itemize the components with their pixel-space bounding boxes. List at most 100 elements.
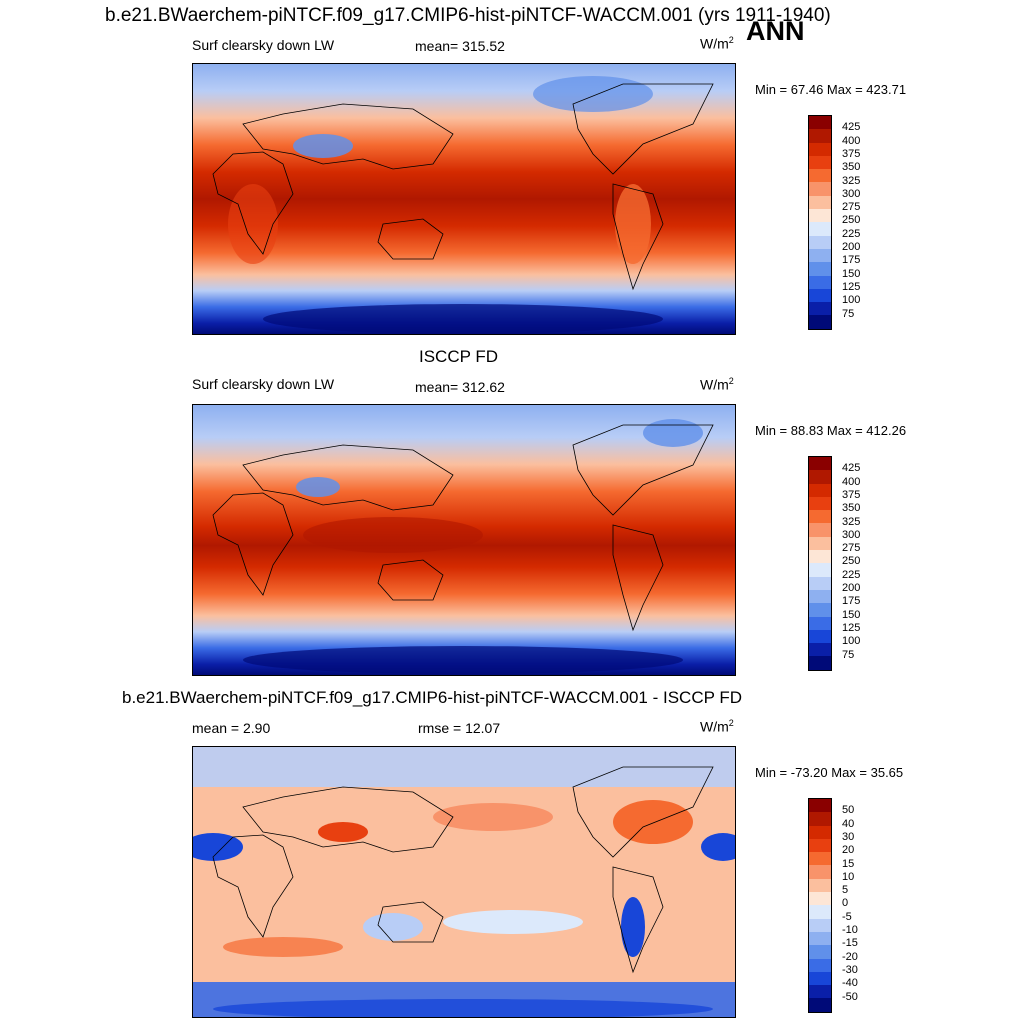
colorbar-tick-label: 10 xyxy=(842,870,855,883)
colorbar-tick-label: 100 xyxy=(842,635,861,648)
colorbar-segment xyxy=(809,496,831,511)
colorbar-tick-label: 250 xyxy=(842,555,861,568)
colorbar-tick-label: 75 xyxy=(842,307,855,320)
colorbar-tick-label: 175 xyxy=(842,595,861,608)
colorbar-tick-label: 200 xyxy=(842,241,861,253)
colorbar-tick-label: 275 xyxy=(842,542,861,555)
colorbar-segment xyxy=(809,998,831,1012)
panel-1-units-base: W/m xyxy=(700,35,729,52)
colorbar-tick-label: 250 xyxy=(842,214,861,227)
colorbar-segment xyxy=(809,222,831,236)
colorbar-segment xyxy=(809,235,831,249)
colorbar-segment xyxy=(809,656,831,670)
colorbar-tick-label: 125 xyxy=(842,621,861,634)
colorbar-tick-label: -5 xyxy=(842,910,852,923)
panel-3-mean-label: mean = 2.90 xyxy=(192,720,271,736)
colorbar-tick-label: -20 xyxy=(842,950,858,963)
colorbar-tick-label: 50 xyxy=(842,804,855,817)
colorbar-tick-label: 5 xyxy=(842,884,849,897)
colorbar-tick-label: 200 xyxy=(842,582,861,594)
panel-1-minmax: Min = 67.46 Max = 423.71 xyxy=(755,82,907,97)
colorbar-segment xyxy=(809,945,831,959)
panel-3-rmse-label: rmse = 12.07 xyxy=(418,720,501,736)
colorbar-tick-label: 425 xyxy=(842,462,861,475)
colorbar-segment xyxy=(809,129,831,143)
colorbar-segment xyxy=(809,483,831,497)
colorbar-tick-label: 0 xyxy=(842,897,849,910)
panel-2-map xyxy=(192,404,736,676)
colorbar-segment xyxy=(809,616,831,630)
colorbar-segment xyxy=(809,536,831,551)
panel-1-colorbar xyxy=(808,115,832,330)
colorbar-segment xyxy=(809,116,831,130)
colorbar-tick-label: 375 xyxy=(842,147,861,160)
colorbar-tick-label: -50 xyxy=(842,990,858,1003)
colorbar-tick-label: 400 xyxy=(842,134,861,147)
colorbar-tick-label: 125 xyxy=(842,280,861,293)
colorbar-segment xyxy=(809,812,831,826)
colorbar-tick-label: 350 xyxy=(842,161,861,174)
colorbar-tick-label: 40 xyxy=(842,817,855,830)
colorbar-segment xyxy=(809,825,831,839)
colorbar-tick-label: 20 xyxy=(842,844,855,857)
colorbar-segment xyxy=(809,510,831,524)
colorbar-segment xyxy=(809,195,831,210)
colorbar-tick-label: 325 xyxy=(842,174,861,187)
colorbar-segment xyxy=(809,892,831,906)
colorbar-tick-label: 100 xyxy=(842,294,861,307)
colorbar-segment xyxy=(809,985,831,999)
colorbar-tick-label: -40 xyxy=(842,977,858,990)
panel-2-units-sup: 2 xyxy=(728,376,734,386)
panel-3-units-sup: 2 xyxy=(728,718,734,728)
colorbar-tick-label: 150 xyxy=(842,267,861,280)
colorbar-segment xyxy=(809,576,831,590)
colorbar-tick-label: -30 xyxy=(842,963,858,976)
colorbar-tick-label: 300 xyxy=(842,187,861,200)
colorbar-segment xyxy=(809,589,831,604)
colorbar-segment xyxy=(809,182,831,196)
colorbar-segment xyxy=(809,603,831,617)
colorbar-segment xyxy=(809,288,831,303)
colorbar-segment xyxy=(809,302,831,316)
colorbar-tick-label: 15 xyxy=(842,857,855,870)
colorbar-segment xyxy=(809,852,831,866)
colorbar-segment xyxy=(809,248,831,263)
colorbar-tick-label: 275 xyxy=(842,201,861,214)
colorbar-tick-label: 325 xyxy=(842,515,861,528)
colorbar-tick-label: 225 xyxy=(842,227,861,240)
colorbar-segment xyxy=(809,315,831,329)
panel-3-units: W/m2 xyxy=(700,718,734,735)
colorbar-segment xyxy=(809,878,831,893)
panel-1-map xyxy=(192,63,736,335)
panel-1-units-sup: 2 xyxy=(728,35,734,45)
colorbar-segment xyxy=(809,142,831,156)
colorbar-segment xyxy=(809,958,831,972)
colorbar-segment xyxy=(809,799,831,813)
colorbar-segment xyxy=(809,905,831,919)
panel-2-title: ISCCP FD xyxy=(419,347,499,366)
panel-3-units-base: W/m xyxy=(700,718,729,735)
panel-2-units-base: W/m xyxy=(700,376,729,393)
colorbar-segment xyxy=(809,457,831,471)
panel-3-minmax: Min = -73.20 Max = 35.65 xyxy=(755,765,904,780)
colorbar-tick-label: -10 xyxy=(842,924,858,936)
panel-1-title: b.e21.BWaerchem-piNTCF.f09_g17.CMIP6-his… xyxy=(105,5,831,26)
colorbar-segment xyxy=(809,209,831,223)
panel-1-mean-label: mean= 315.52 xyxy=(415,38,505,54)
colorbar-tick-label: 175 xyxy=(842,254,861,267)
colorbar-segment xyxy=(809,523,831,537)
panel-2-minmax: Min = 88.83 Max = 412.26 xyxy=(755,423,907,438)
panel-1-variable-label: Surf clearsky down LW xyxy=(192,37,335,53)
colorbar-tick-label: 75 xyxy=(842,648,855,661)
colorbar-segment xyxy=(809,931,831,946)
colorbar-segment xyxy=(809,971,831,986)
colorbar-segment xyxy=(809,275,831,289)
panel-3-colorbar xyxy=(808,798,832,1013)
colorbar-segment xyxy=(809,262,831,276)
colorbar-tick-label: 300 xyxy=(842,528,861,541)
colorbar-tick-label: 30 xyxy=(842,830,855,843)
colorbar-tick-label: 400 xyxy=(842,475,861,488)
panel-3-map xyxy=(192,746,736,1018)
panel-3-title: b.e21.BWaerchem-piNTCF.f09_g17.CMIP6-his… xyxy=(122,688,743,707)
colorbar-tick-label: -15 xyxy=(842,937,858,950)
